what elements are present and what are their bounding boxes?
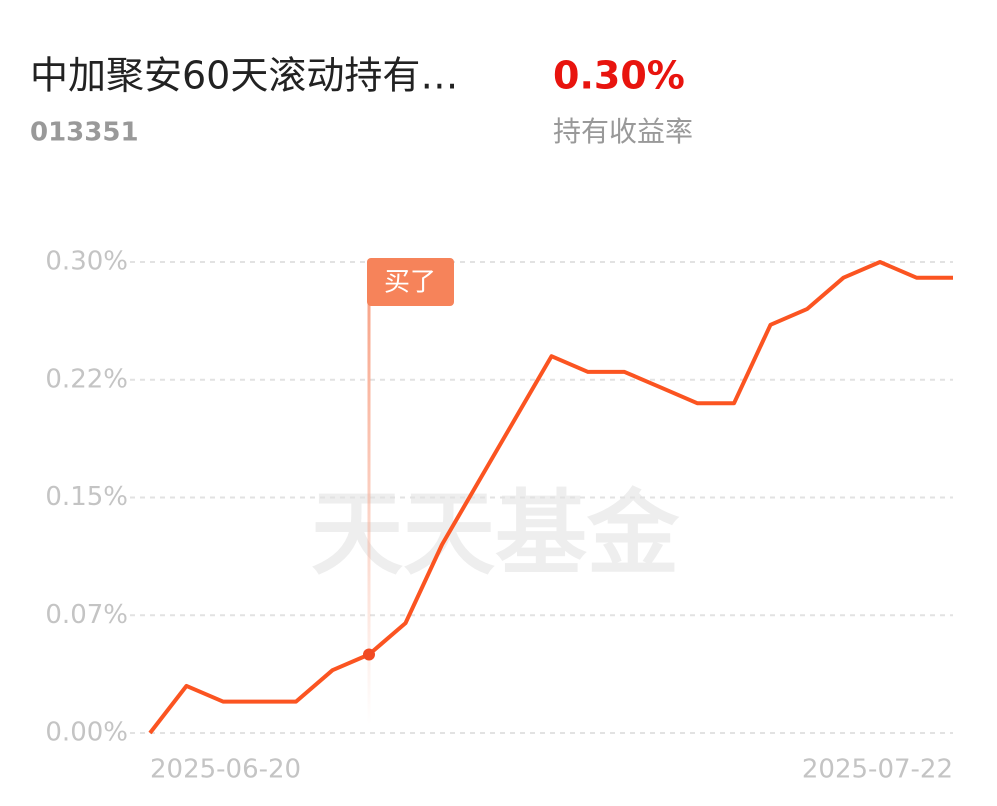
buy-marker-line [367,300,371,725]
return-value: 0.30% [553,54,685,98]
buy-label: 买了 [384,268,436,298]
buy-point [363,648,375,661]
x-tick-label: 2025-07-22 [802,755,953,785]
y-tick-label: 0.07% [45,600,128,630]
return-label: 持有收益率 [553,115,693,148]
y-tick-label: 0.30% [45,247,128,277]
y-tick-label: 0.15% [45,482,128,512]
watermark: 天天基金 [311,480,680,587]
fund-name: 中加聚安60天滚动持有… [30,54,458,98]
line [148,260,953,735]
x-tick-label: 2025-06-20 [150,755,301,785]
y-tick-label: 0.00% [45,718,128,748]
buy-label-box [367,258,454,306]
fund-code: 013351 [30,118,139,148]
y-tick-label: 0.22% [45,364,128,394]
